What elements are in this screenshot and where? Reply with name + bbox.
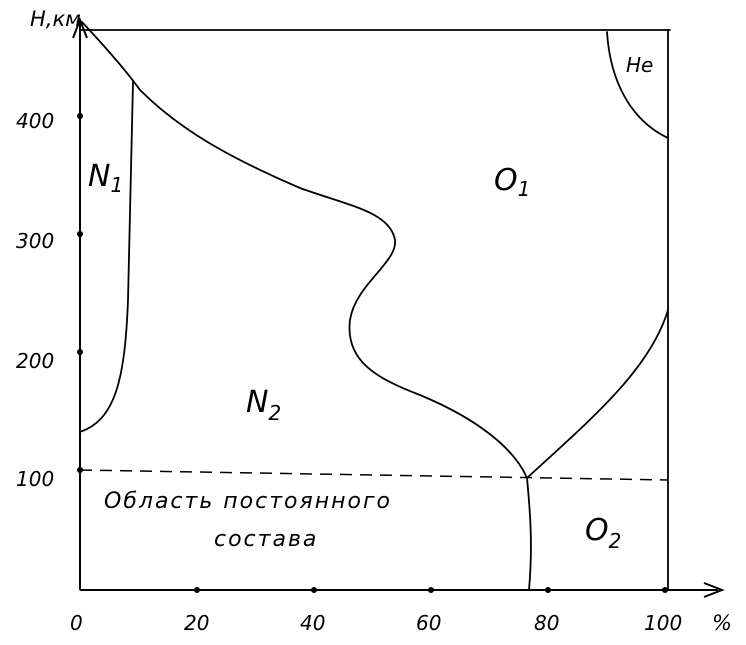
region-label-o2-main: O xyxy=(585,513,609,548)
o1-o2-boundary-curve xyxy=(526,309,669,479)
y-tick-label-400: 400 xyxy=(16,109,54,133)
x-tick-dot-40 xyxy=(311,587,317,593)
region-label-he: He xyxy=(626,53,653,77)
y-axis-arrow xyxy=(72,17,88,39)
y-tick-label-200: 200 xyxy=(16,349,54,373)
y-tick-dot-200 xyxy=(77,349,83,355)
y-tick-label-100: 100 xyxy=(16,467,54,491)
constant-composition-note-line1: Область постоянного xyxy=(104,489,392,514)
x-axis-arrow xyxy=(703,582,725,598)
region-label-o2: O2 xyxy=(585,513,621,553)
he-boundary-curve xyxy=(606,31,669,139)
region-label-o1-main: O xyxy=(494,163,518,198)
region-label-o1: O1 xyxy=(494,163,530,201)
y-tick-dot-400 xyxy=(77,113,83,119)
x-tick-label-100: 100 xyxy=(644,611,682,635)
n2-o1-boundary-curve xyxy=(81,21,528,479)
region-label-o2-sub: 2 xyxy=(609,529,622,553)
x-tick-dot-80 xyxy=(545,587,551,593)
y-tick-dot-100 xyxy=(77,467,83,473)
region-label-n2: N2 xyxy=(246,385,281,425)
x-tick-dot-20 xyxy=(194,587,200,593)
region-label-n1: N1 xyxy=(88,159,123,197)
x-axis-label: % xyxy=(712,611,732,635)
region-label-n1-main: N xyxy=(88,159,110,194)
y-tick-dots xyxy=(77,113,83,473)
x-tick-dot-100 xyxy=(662,587,668,593)
region-label-o1-sub: 1 xyxy=(518,177,531,201)
constant-composition-note-line2: состава xyxy=(214,527,318,552)
x-tick-dots xyxy=(194,587,668,593)
region-label-n2-main: N xyxy=(246,385,268,420)
region-label-n2-sub: 2 xyxy=(268,401,281,425)
homosphere-boundary-line xyxy=(79,469,669,481)
x-tick-label-0: 0 xyxy=(70,611,83,635)
region-label-n1-sub: 1 xyxy=(110,173,123,197)
x-tick-dot-60 xyxy=(428,587,434,593)
o2-boundary-curve xyxy=(526,477,532,591)
y-axis-label: H,км xyxy=(30,7,81,31)
x-tick-label-40: 40 xyxy=(300,611,325,635)
x-tick-label-60: 60 xyxy=(416,611,441,635)
y-tick-label-300: 300 xyxy=(16,229,54,253)
n1-left-boundary-curve xyxy=(79,81,134,433)
x-tick-label-20: 20 xyxy=(184,611,209,635)
y-tick-dot-300 xyxy=(77,231,83,237)
x-tick-label-80: 80 xyxy=(534,611,559,635)
